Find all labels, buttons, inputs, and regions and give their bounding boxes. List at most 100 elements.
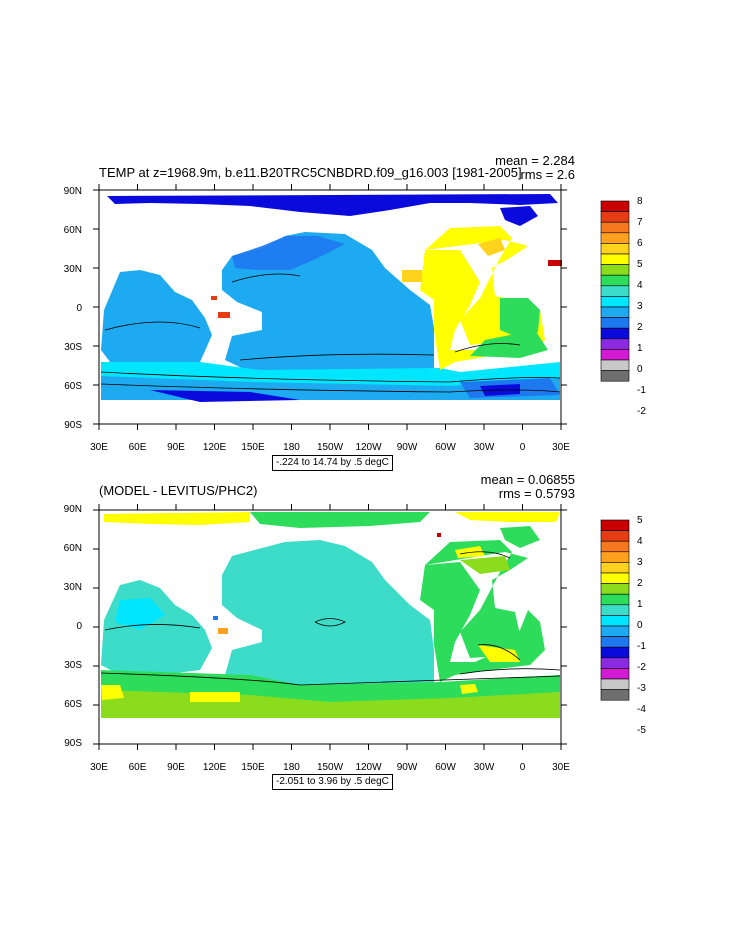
bottom-map-title: (MODEL - LEVITUS/PHC2) [99, 483, 258, 498]
colorbar-swatch [600, 562, 630, 574]
bottom-colorbar-label: -1 [637, 641, 646, 652]
top-colorbar-label: 4 [637, 280, 643, 291]
top-lat-label: 30N [63, 264, 82, 275]
top-map-title: TEMP at z=1968.9m, b.e11.B20TRC5CNBDRD.f… [99, 165, 522, 180]
top-lon-label: 0 [519, 442, 526, 453]
top-lon-label: 60E [128, 442, 147, 453]
colorbar-swatch [600, 285, 630, 297]
bottom-lon-label: 60W [435, 762, 456, 773]
bottom-contour-range-label: -2.051 to 3.96 by .5 degC [272, 774, 393, 790]
top-colorbar-label: -2 [637, 406, 646, 417]
bottom-lat-label: 30N [63, 582, 82, 593]
top-lon-label: 150W [316, 442, 344, 453]
top-lon-label: 120W [355, 442, 382, 453]
top-colorbar-label: 3 [637, 301, 643, 312]
bottom-contour-lines [100, 551, 561, 686]
top-colorbar-label: -1 [637, 385, 646, 396]
bottom-colorbar [600, 519, 630, 701]
bottom-lat-label: 0 [76, 621, 82, 632]
top-mean-label: mean = 2.284 [495, 153, 575, 168]
top-colorbar-label: 1 [637, 343, 643, 354]
bottom-lon-label: 90W [396, 762, 418, 773]
bottom-lon-label: 60E [128, 762, 147, 773]
bottom-map-plot [93, 504, 630, 750]
top-lon-label: 30W [473, 442, 495, 453]
colorbar-swatch [600, 657, 630, 669]
colorbar-swatch [600, 296, 630, 308]
colorbar-swatch [600, 221, 630, 234]
bottom-rms-label: rms = 0.5793 [498, 486, 575, 501]
bottom-lon-label: 150W [316, 762, 344, 773]
bottom-lon-label: 180 [283, 762, 300, 773]
bottom-colorbar-label: 1 [637, 599, 643, 610]
bottom-lat-label: 60N [63, 543, 82, 554]
colorbar-swatch [600, 551, 630, 563]
top-contour-range-label: -.224 to 14.74 by .5 degC [272, 455, 393, 471]
top-lon-label: 30E [90, 442, 108, 453]
bottom-map-panel: (MODEL - LEVITUS/PHC2) mean = 0.06855 rm… [0, 470, 733, 800]
bottom-lat-label: 90S [64, 738, 82, 749]
colorbar-swatch [600, 519, 630, 531]
colorbar-swatch [600, 264, 630, 276]
top-colorbar-label: 2 [637, 322, 643, 333]
bottom-colorbar-label: -3 [637, 683, 646, 694]
top-lon-label: 180 [283, 442, 300, 453]
colorbar-swatch [600, 572, 630, 584]
bottom-colorbar-label: -4 [637, 704, 646, 715]
bottom-colorbar-label: 2 [637, 578, 643, 589]
bottom-mean-label: mean = 0.06855 [480, 472, 575, 487]
bottom-ocean-fields [101, 512, 560, 718]
colorbar-swatch [600, 211, 630, 223]
top-lon-label: 30E [552, 442, 570, 453]
bottom-lon-label: 30E [90, 762, 108, 773]
bottom-lat-label: 60S [64, 699, 82, 710]
bottom-colorbar-label: -2 [637, 662, 646, 673]
colorbar-swatch [600, 540, 630, 553]
colorbar-swatch [600, 604, 630, 616]
bottom-colorbar-label: -5 [637, 725, 646, 736]
bottom-lon-label: 90E [167, 762, 185, 773]
colorbar-swatch [600, 636, 630, 648]
colorbar-swatch [600, 625, 630, 637]
bottom-colorbar-label: 4 [637, 536, 643, 547]
top-lat-label: 0 [76, 303, 82, 314]
colorbar-swatch [600, 359, 630, 371]
top-contour-lines [100, 273, 561, 393]
colorbar-swatch [600, 253, 630, 265]
top-colorbar-label: 5 [637, 259, 643, 270]
colorbar-swatch [600, 593, 630, 606]
top-lat-label: 90N [63, 186, 82, 197]
bottom-map-ticks [93, 504, 567, 750]
bottom-lon-label: 30E [552, 762, 570, 773]
bottom-lon-label: 30W [473, 762, 495, 773]
colorbar-swatch [600, 615, 630, 627]
colorbar-swatch [600, 306, 630, 318]
top-rms-label: rms = 2.6 [520, 167, 575, 182]
top-map-ticks [93, 184, 567, 430]
colorbar-swatch [600, 232, 630, 244]
top-colorbar-label: 0 [637, 364, 643, 375]
bottom-lon-label: 120W [355, 762, 382, 773]
bottom-colorbar-label: 0 [637, 620, 643, 631]
colorbar-swatch [600, 338, 630, 350]
top-colorbar-label: 6 [637, 238, 643, 249]
colorbar-swatch [600, 349, 630, 361]
colorbar-swatch [600, 274, 630, 287]
colorbar-swatch [600, 200, 630, 212]
top-lon-label: 120E [202, 442, 227, 453]
top-lat-label: 60N [63, 225, 82, 236]
colorbar-swatch [600, 668, 630, 680]
top-colorbar-label: 7 [637, 217, 643, 228]
top-lon-label: 90E [167, 442, 185, 453]
colorbar-swatch [600, 646, 630, 659]
bottom-lon-label: 150E [241, 762, 265, 773]
top-lat-label: 90S [64, 420, 82, 431]
bottom-colorbar-label: 3 [637, 557, 643, 568]
top-lon-label: 60W [435, 442, 456, 453]
top-colorbar [600, 200, 630, 382]
top-lon-label: 90W [396, 442, 418, 453]
top-lon-label: 150E [241, 442, 265, 453]
bottom-lat-label: 30S [64, 660, 82, 671]
colorbar-swatch [600, 317, 630, 329]
bottom-lon-label: 120E [202, 762, 227, 773]
